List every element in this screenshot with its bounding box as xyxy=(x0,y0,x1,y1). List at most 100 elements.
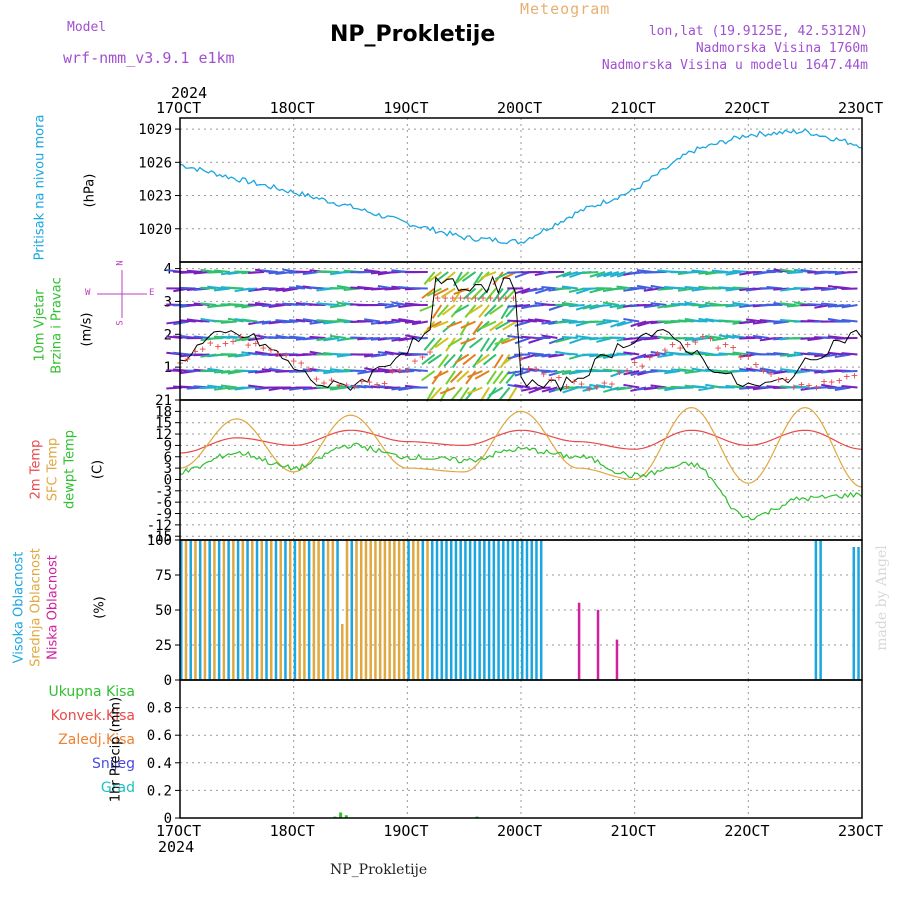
wind-barb xyxy=(766,370,783,374)
wind-barb xyxy=(431,304,443,319)
wind-barb xyxy=(650,302,667,306)
wind-barb xyxy=(664,370,681,375)
wind-barb xyxy=(561,318,578,323)
y-tick-label: 3 xyxy=(164,294,172,310)
wind-barb xyxy=(173,320,190,326)
cloud-bar xyxy=(350,540,353,680)
cloud-bar xyxy=(402,540,406,680)
cloud-bar xyxy=(516,540,519,680)
wind-barb xyxy=(391,301,408,306)
wind-barb xyxy=(309,286,326,290)
wind-barb xyxy=(841,384,858,389)
wind-barb xyxy=(220,370,237,374)
wind-barb xyxy=(391,337,408,342)
pressure-line xyxy=(179,128,863,245)
wind-gust-marker: + xyxy=(813,381,820,394)
wind-barb xyxy=(316,337,333,342)
top-date-tick: 19OCT xyxy=(383,99,429,117)
wind-barb xyxy=(433,287,449,297)
wind-barb xyxy=(568,287,585,293)
wind-barb xyxy=(643,386,660,391)
wind-barb xyxy=(462,353,477,366)
wind-barb xyxy=(814,286,831,290)
wind-gust-marker: + xyxy=(442,291,449,304)
wind-barb xyxy=(398,337,415,342)
wind-gust-marker: + xyxy=(828,375,835,388)
y-tick-label: 18 xyxy=(155,404,172,420)
wind-barb xyxy=(834,304,851,308)
wind-barb xyxy=(254,301,272,306)
wind-barb xyxy=(514,370,531,377)
wind-barb xyxy=(841,271,858,274)
wind-gust-marker: + xyxy=(328,374,335,387)
wind-gust-marker: + xyxy=(851,369,858,382)
cloud-bar xyxy=(383,540,387,680)
cloud-bar xyxy=(819,540,822,680)
top-date-tick: 17OCT xyxy=(156,99,202,117)
cloud-bar xyxy=(312,540,316,680)
wind-barb xyxy=(541,386,558,393)
wind-barb xyxy=(384,320,401,325)
wind-gust-marker: + xyxy=(237,330,244,343)
wind-barb xyxy=(467,386,483,395)
wind-gust-marker: + xyxy=(480,291,487,304)
cloud-bar xyxy=(530,540,533,680)
wind-barb xyxy=(329,304,347,309)
wind-barb xyxy=(684,370,701,374)
wind-gust-marker: + xyxy=(374,378,381,391)
cloud-bar xyxy=(459,540,462,680)
wind-barb xyxy=(323,370,340,375)
cloud-bar xyxy=(203,540,207,680)
wind-barb xyxy=(302,318,319,323)
wind-barb xyxy=(179,319,196,323)
wind-gust-marker: + xyxy=(730,341,737,354)
wind-barb xyxy=(447,337,463,348)
wind-barb xyxy=(427,353,442,365)
wind-barb xyxy=(705,335,722,339)
wind-barb xyxy=(459,386,470,402)
wind-barb xyxy=(814,353,831,358)
cloud-bar xyxy=(435,540,439,680)
wind-barb xyxy=(745,385,763,389)
wind-gust-marker: + xyxy=(503,291,510,304)
cloud-bar xyxy=(814,540,818,680)
wind-barb xyxy=(507,334,524,339)
cloud-bar xyxy=(364,540,368,680)
wind-barb xyxy=(207,271,224,274)
cloud-bar xyxy=(440,540,443,680)
wind-barb xyxy=(268,271,285,275)
wind-barb xyxy=(507,271,524,274)
wind-barb xyxy=(421,287,436,300)
wind-barb xyxy=(705,271,722,276)
cloud-bar xyxy=(298,540,301,680)
wind-barb xyxy=(492,370,504,385)
precip-legend-item: Zaledj.Kisa xyxy=(58,732,135,748)
wind-barb xyxy=(616,320,633,327)
wind-gust-marker: + xyxy=(563,380,570,393)
wind-barb xyxy=(841,304,858,309)
y-tick-label: 9 xyxy=(164,438,172,454)
wind-barb xyxy=(370,353,388,358)
wind-barb xyxy=(268,320,285,325)
wind-barb xyxy=(472,353,484,369)
wind-barb xyxy=(261,368,278,372)
cloud-bar xyxy=(194,540,197,680)
wind-barb xyxy=(437,353,450,368)
cloud-bar xyxy=(412,540,415,680)
wind-barb xyxy=(289,286,306,290)
wind-gust-marker: + xyxy=(593,380,600,393)
wind-barb xyxy=(568,304,585,308)
cloud-bar xyxy=(596,609,600,680)
wind-gust-marker: + xyxy=(351,380,358,393)
wind-barb xyxy=(404,320,422,324)
wind-barb xyxy=(241,287,258,291)
wind-barb xyxy=(436,304,450,318)
wind-barb xyxy=(725,304,742,308)
wind-barb xyxy=(561,285,578,290)
wind-gust-marker: + xyxy=(624,364,631,377)
wind-gust-marker: + xyxy=(556,371,563,384)
cloud-bar xyxy=(397,540,401,680)
wind-barb xyxy=(193,335,210,339)
wind-gust-marker: + xyxy=(359,375,366,388)
top-date-tick: 21OCT xyxy=(610,99,656,117)
